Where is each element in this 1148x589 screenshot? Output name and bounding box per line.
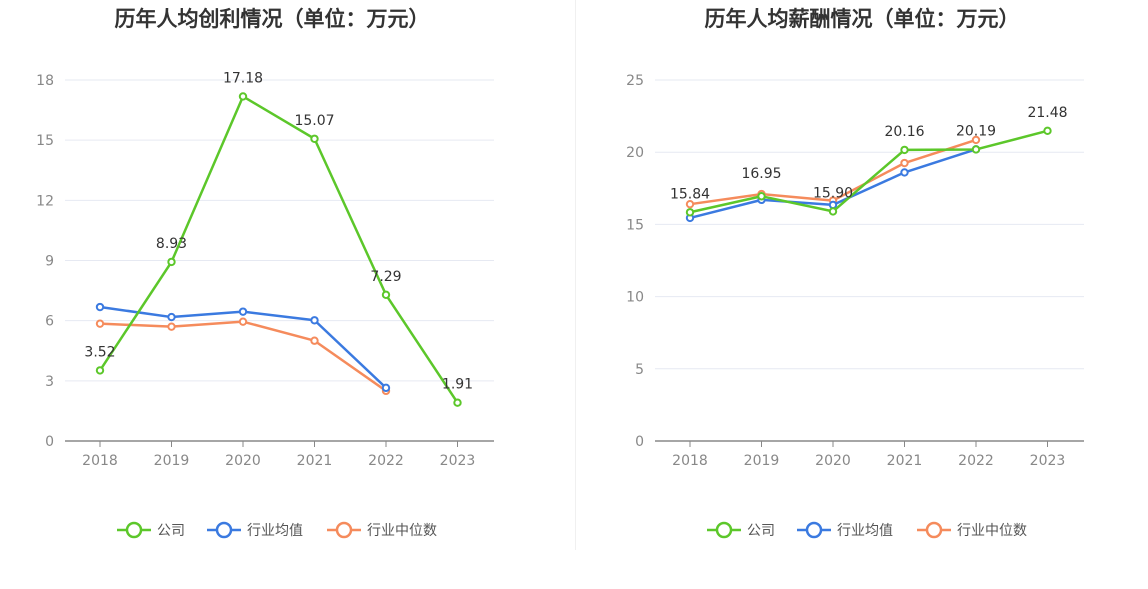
- profit-y-tick-label: 15: [36, 133, 54, 149]
- profit-legend-marker: [215, 521, 233, 539]
- salary-y-tick-label: 20: [626, 145, 644, 161]
- salary-series-point-2: [900, 158, 909, 168]
- profit-x-tick-label: 2022: [368, 453, 404, 469]
- profit-y-tick-label: 3: [45, 374, 54, 390]
- salary-y-tick-label: 0: [635, 434, 644, 450]
- profit-legend-label: 行业均值: [247, 523, 303, 539]
- salary-legend-label: 行业均值: [837, 523, 893, 539]
- profit-y-tick-label: 6: [45, 314, 54, 330]
- profit-series-point-1: [310, 316, 319, 325]
- profit-x-tick-label: 2020: [225, 453, 261, 469]
- profit-data-label: 15.07: [294, 113, 334, 129]
- salary-y-tick-label: 10: [626, 290, 644, 306]
- profit-x-tick-label: 2023: [440, 453, 476, 469]
- salary-legend-item-0[interactable]: 公司: [707, 521, 775, 539]
- chart-profit-per-employee: 历年人均创利情况（单位：万元） 0 3 6 9 12 15 18 2018 2019 2020 202…: [36, 7, 494, 539]
- profit-legend-marker: [125, 521, 143, 539]
- profit-y-tick-label: 0: [45, 434, 54, 450]
- profit-data-label: 3.52: [84, 344, 115, 360]
- panel-divider: [575, 0, 576, 550]
- profit-series-point-0: [95, 366, 105, 375]
- profit-legend-item-0[interactable]: 公司: [117, 521, 185, 539]
- salary-x-tick-label: 2023: [1030, 453, 1066, 469]
- profit-series-point-2: [167, 322, 176, 331]
- profit-series-point-1: [95, 302, 105, 312]
- profit-x-tick-label: 2018: [82, 453, 118, 469]
- salary-y-tick-label: 25: [626, 73, 644, 89]
- profit-chart-title: 历年人均创利情况（单位：万元）: [115, 7, 430, 31]
- salary-series-point-0: [828, 207, 838, 216]
- salary-data-label: 20.16: [884, 124, 924, 140]
- profit-y-tick-label: 18: [36, 73, 54, 89]
- salary-data-label: 15.90: [813, 185, 853, 201]
- salary-x-tick-label: 2020: [815, 453, 851, 469]
- salary-data-label: 16.95: [741, 166, 781, 182]
- salary-x-tick-label: 2019: [744, 453, 780, 469]
- profit-series-point-0: [381, 290, 391, 299]
- salary-series-point-0: [1043, 126, 1052, 136]
- profit-series-point-1: [238, 307, 248, 316]
- profit-series-line-0: [98, 95, 459, 404]
- salary-series-point-0: [900, 145, 909, 155]
- salary-data-label: 15.84: [670, 186, 710, 202]
- profit-series-point-0: [238, 92, 248, 101]
- salary-x-tick-label: 2018: [672, 453, 708, 469]
- profit-data-label: 7.29: [370, 269, 401, 285]
- salary-series-point-0: [757, 192, 766, 201]
- profit-x-tick-label: 2019: [154, 453, 190, 469]
- salary-data-label: 21.48: [1027, 105, 1067, 121]
- salary-legend-item-1[interactable]: 行业均值: [797, 521, 893, 539]
- salary-y-tick-label: 5: [635, 362, 644, 378]
- chart-salary-per-employee: 历年人均薪酬情况（单位：万元） 0 5 10 15 20 25 2018 2019 2020 202…: [574, 0, 1148, 589]
- profit-series-point-2: [95, 319, 105, 328]
- profit-series-point-0: [310, 134, 319, 143]
- salary-series-point-1: [828, 200, 838, 210]
- salary-legend-label: 公司: [747, 523, 775, 539]
- salary-series-point-2: [971, 135, 981, 145]
- salary-legend-marker: [715, 521, 733, 539]
- profit-series-point-1: [167, 312, 176, 322]
- profit-data-label: 17.18: [223, 70, 263, 86]
- profit-series-point-0: [167, 257, 176, 267]
- salary-data-label: 20.19: [956, 123, 996, 139]
- chart-svg-profit: 历年人均创利情况（单位：万元） 0 3 6 9 12 15 18 2018 2019 2020 202…: [36, 7, 494, 539]
- salary-legend-label: 行业中位数: [957, 523, 1027, 539]
- profit-legend-marker: [335, 521, 353, 539]
- profit-y-tick-label: 12: [36, 193, 54, 209]
- profit-series-point-0: [453, 398, 462, 407]
- salary-chart-title: 历年人均薪酬情况（单位：万元）: [705, 7, 1020, 31]
- chart-svg-salary: 历年人均薪酬情况（单位：万元） 0 5 10 15 20 25 2018 2019 2020 202…: [626, 7, 1084, 539]
- salary-legend-marker: [805, 521, 823, 539]
- salary-series-point-1: [900, 168, 909, 177]
- profit-legend-item-2[interactable]: 行业中位数: [327, 521, 437, 539]
- profit-legend-item-1[interactable]: 行业均值: [207, 521, 303, 539]
- salary-y-tick-label: 15: [626, 217, 644, 233]
- profit-data-label: 8.93: [156, 236, 187, 252]
- profit-legend-label: 行业中位数: [367, 523, 437, 539]
- salary-series-line-0: [689, 129, 1048, 214]
- salary-x-tick-label: 2022: [958, 453, 994, 469]
- profit-y-tick-label: 9: [45, 254, 54, 270]
- salary-series-point-0: [971, 145, 981, 154]
- salary-legend-marker: [925, 521, 943, 539]
- salary-series-point-2: [685, 199, 695, 209]
- salary-legend-item-2[interactable]: 行业中位数: [917, 521, 1027, 539]
- profit-series-point-2: [238, 317, 248, 326]
- profit-legend-label: 公司: [157, 523, 185, 539]
- salary-series-point-0: [685, 208, 695, 217]
- profit-series-point-2: [310, 336, 319, 345]
- salary-x-tick-label: 2021: [887, 453, 923, 469]
- profit-series-point-1: [381, 383, 391, 393]
- profit-x-tick-label: 2021: [297, 453, 333, 469]
- profit-data-label: 1.91: [442, 377, 473, 393]
